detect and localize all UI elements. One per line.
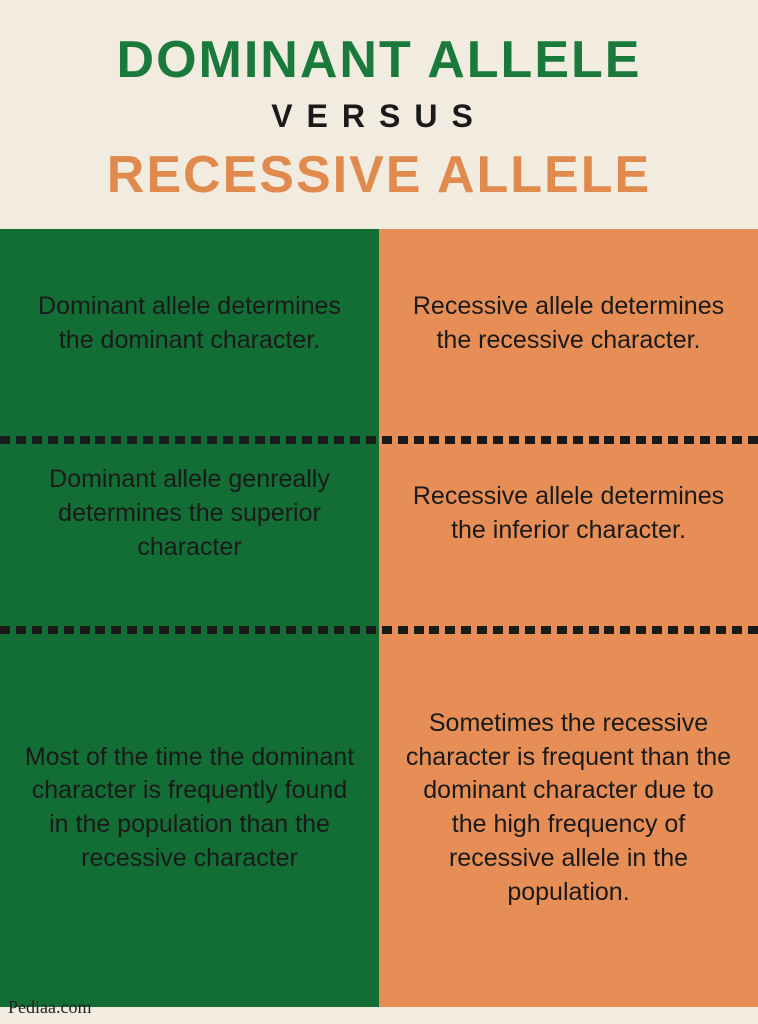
watermark: Pediaa.com [8, 997, 91, 1018]
title-versus: VERSUS [20, 98, 738, 135]
comparison-columns: Dominant allele determines the dominant … [0, 229, 758, 1007]
recessive-cell-1: Recessive allele determines the recessiv… [379, 229, 758, 419]
recessive-cell-3: Sometimes the recessive character is fre… [379, 609, 758, 1007]
recessive-cell-2: Recessive allele determines the inferior… [379, 419, 758, 609]
title-dominant: DOMINANT ALLELE [20, 30, 738, 90]
dominant-cell-3: Most of the time the dominant character … [0, 609, 379, 1007]
dominant-cell-1: Dominant allele determines the dominant … [0, 229, 379, 419]
recessive-column: Recessive allele determines the recessiv… [379, 229, 758, 1007]
dominant-column: Dominant allele determines the dominant … [0, 229, 379, 1007]
dominant-cell-2: Dominant allele genreally determines the… [0, 419, 379, 609]
header: DOMINANT ALLELE VERSUS RECESSIVE ALLELE [0, 0, 758, 229]
title-recessive: RECESSIVE ALLELE [20, 145, 738, 205]
